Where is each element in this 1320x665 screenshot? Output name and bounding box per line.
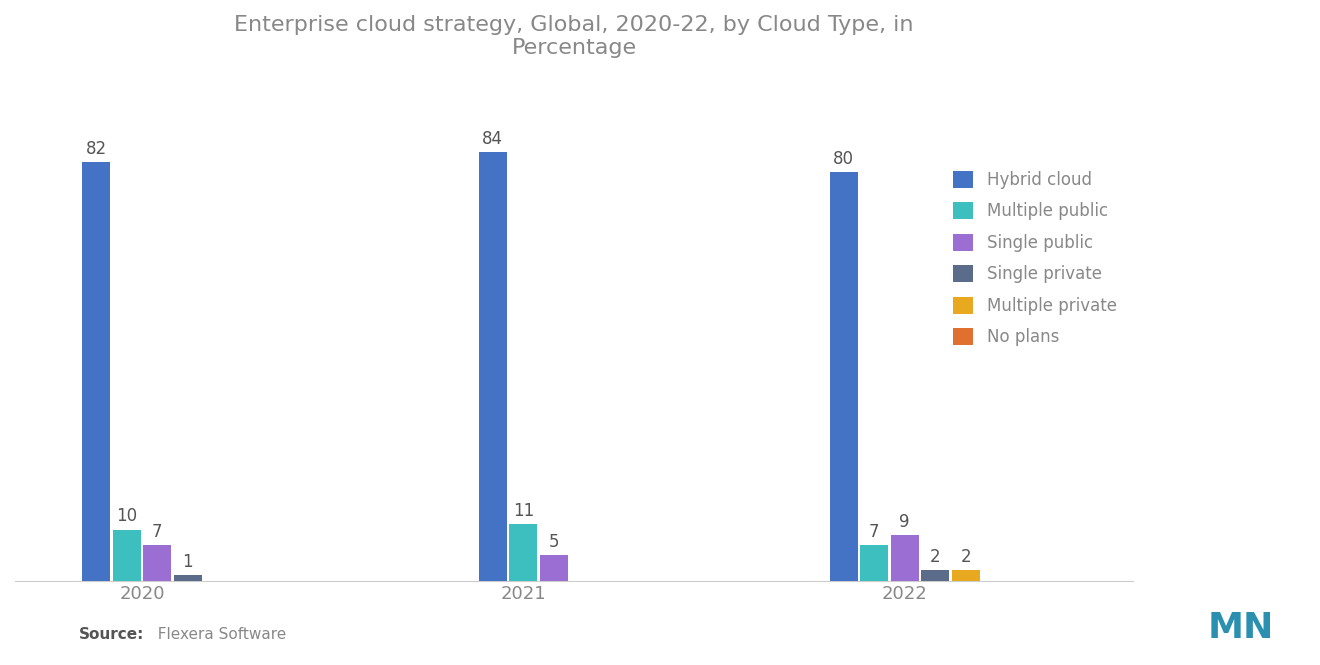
Text: 11: 11 [512, 502, 535, 521]
Legend: Hybrid cloud, Multiple public, Single public, Single private, Multiple private, : Hybrid cloud, Multiple public, Single pu… [945, 162, 1125, 354]
Bar [112, 529, 141, 581]
Bar [510, 525, 537, 581]
Title: Enterprise cloud strategy, Global, 2020-22, by Cloud Type, in
Percentage: Enterprise cloud strategy, Global, 2020-… [235, 15, 913, 59]
Bar [174, 575, 202, 581]
Text: 7: 7 [869, 523, 879, 541]
Text: 84: 84 [482, 130, 503, 148]
Text: 2: 2 [929, 549, 940, 567]
Text: 5: 5 [549, 533, 560, 551]
Bar [479, 152, 507, 581]
Text: 10: 10 [116, 507, 137, 525]
Text: 80: 80 [833, 150, 854, 168]
Text: 82: 82 [86, 140, 107, 158]
Bar [144, 545, 172, 581]
Text: 7: 7 [152, 523, 162, 541]
Bar [82, 162, 111, 581]
Bar [921, 571, 949, 581]
Text: Source:: Source: [79, 626, 145, 642]
Bar [891, 535, 919, 581]
Bar [540, 555, 568, 581]
Text: MN: MN [1208, 611, 1274, 645]
Bar [952, 571, 979, 581]
Text: Flexera Software: Flexera Software [148, 626, 286, 642]
Bar [830, 172, 858, 581]
Text: 2: 2 [961, 549, 972, 567]
Bar [861, 545, 888, 581]
Text: 9: 9 [899, 513, 909, 531]
Text: 1: 1 [182, 553, 193, 571]
